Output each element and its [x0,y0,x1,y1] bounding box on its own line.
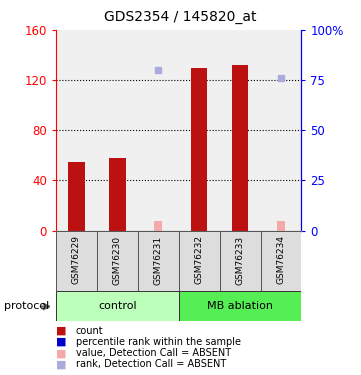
Text: ■: ■ [56,337,66,347]
Bar [179,231,219,291]
Text: count: count [76,326,104,336]
Text: protocol: protocol [4,302,49,311]
Bar [56,231,97,291]
Bar [138,231,179,291]
Text: GSM76234: GSM76234 [277,236,286,284]
Text: GSM76229: GSM76229 [72,236,81,284]
Bar [68,162,84,231]
Bar [97,231,138,291]
Bar [56,291,179,321]
Bar [232,65,248,231]
Text: GSM76233: GSM76233 [236,236,244,285]
Text: rank, Detection Call = ABSENT: rank, Detection Call = ABSENT [76,360,226,369]
Text: control: control [98,301,136,310]
Bar [109,158,126,231]
Bar [219,231,261,291]
Text: GSM76231: GSM76231 [154,236,163,285]
Text: ■: ■ [56,326,66,336]
Text: ■: ■ [56,348,66,358]
Text: ■: ■ [56,360,66,369]
Text: percentile rank within the sample: percentile rank within the sample [76,337,241,347]
Text: GSM76230: GSM76230 [113,236,122,285]
Text: value, Detection Call = ABSENT: value, Detection Call = ABSENT [76,348,231,358]
Bar [179,291,301,321]
Bar [261,231,301,291]
Bar [154,220,162,231]
Text: GDS2354 / 145820_at: GDS2354 / 145820_at [104,10,257,24]
Text: GSM76232: GSM76232 [195,236,204,284]
Text: MB ablation: MB ablation [207,301,273,310]
Bar [191,68,207,231]
Bar [277,220,285,231]
